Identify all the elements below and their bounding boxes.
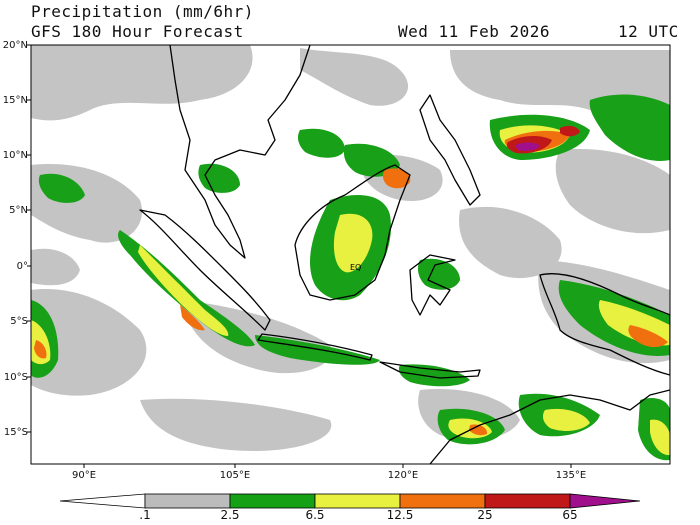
colorbar-label-25: 25 (477, 508, 493, 522)
colorbar-label-12-5: 12.5 (386, 508, 414, 522)
lat-label-20n: 20°N (2, 40, 28, 51)
model-forecast-label: GFS 180 Hour Forecast (31, 22, 244, 41)
lat-label-15s: 15°S (3, 427, 28, 438)
precipitation-map: EQ (27, 44, 671, 468)
equator-label: EQ (350, 263, 361, 272)
map-title: Precipitation (mm/6hr) (31, 2, 254, 21)
coastlines (139, 45, 670, 464)
colorbar-label-65: 65 (562, 508, 578, 522)
map-frame (30, 44, 671, 465)
lon-ticks (83, 464, 572, 468)
precip-extreme-areas (506, 125, 580, 154)
lat-ticks (27, 44, 31, 433)
colorbar-segment-white (59, 493, 146, 509)
colorbar-segment-grey (144, 493, 231, 509)
colorbar-label-0-1: .1 (139, 508, 151, 522)
lat-label-10n: 10°N (2, 150, 28, 161)
valid-utc: 12 UTC (618, 22, 679, 41)
colorbar-label-6-5: 6.5 (305, 508, 325, 522)
lon-label-135e: 135°E (555, 470, 587, 481)
lon-label-105e: 105°E (219, 470, 251, 481)
colorbar-segment-green (229, 493, 316, 509)
colorbar-label-2-5: 2.5 (220, 508, 240, 522)
lon-label-120e: 120°E (387, 470, 419, 481)
lat-label-5n: 5°N (9, 205, 28, 216)
valid-date: Wed 11 Feb 2026 (398, 22, 550, 41)
lon-label-90e: 90°E (71, 470, 97, 481)
colorbar (59, 493, 641, 509)
colorbar-segment-orange (399, 493, 486, 509)
lat-label-15n: 15°N (2, 95, 28, 106)
lat-label-0: 0° (16, 261, 28, 272)
colorbar-segment-yellow (314, 493, 401, 509)
lat-label-10s: 10°S (3, 372, 28, 383)
colorbar-segment-purple (569, 493, 641, 509)
colorbar-segment-red (484, 493, 571, 509)
lat-label-5s: 5°S (10, 316, 28, 327)
